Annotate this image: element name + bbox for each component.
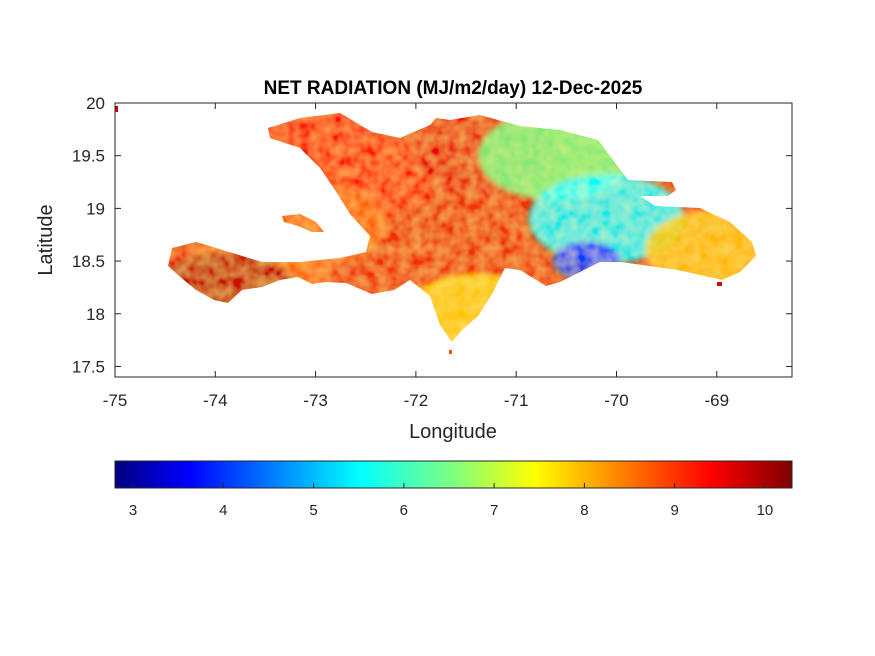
x-axis-label: Longitude [409,421,497,443]
x-tick-label: -70 [604,391,629,410]
colorbar-tick-label: 9 [670,502,678,519]
x-tick-label: -72 [404,391,429,410]
x-tick-label: -69 [704,391,729,410]
y-axis-label: Latitude [35,204,57,275]
colorbar-tick-label: 7 [490,502,498,519]
small-island-speck [115,106,118,112]
colorbar-tick-label: 5 [309,502,317,519]
colorbar [114,460,793,489]
y-tick-label: 19 [86,199,105,218]
y-tick-label: 18 [86,305,105,324]
y-tick-label: 17.5 [72,357,105,376]
x-tick-label: -73 [303,391,328,410]
small-island-speck [717,282,722,286]
colorbar-tick-label: 4 [219,502,227,519]
x-tick-label: -75 [103,391,128,410]
y-tick-label: 18.5 [72,252,105,271]
x-tick-label: -74 [203,391,228,410]
colorbar-tick-label: 8 [580,502,588,519]
small-island-speck [449,350,452,354]
plot-title: NET RADIATION (MJ/m2/day) 12-Dec-2025 [264,78,643,99]
colorbar-tick-label: 10 [757,502,774,519]
colorbar-ticks: 3 4 5 6 7 8 9 10 [129,483,773,519]
x-axis: -75 -74 -73 -72 -71 -70 -69 [103,103,729,410]
colorbar-tick-label: 3 [129,502,137,519]
y-tick-label: 19.5 [72,147,105,166]
x-tick-label: -71 [504,391,529,410]
y-tick-label: 20 [86,94,105,113]
colorbar-tick-label: 6 [400,502,408,519]
y-axis: 20 19.5 19 18.5 18 17.5 [72,94,792,376]
